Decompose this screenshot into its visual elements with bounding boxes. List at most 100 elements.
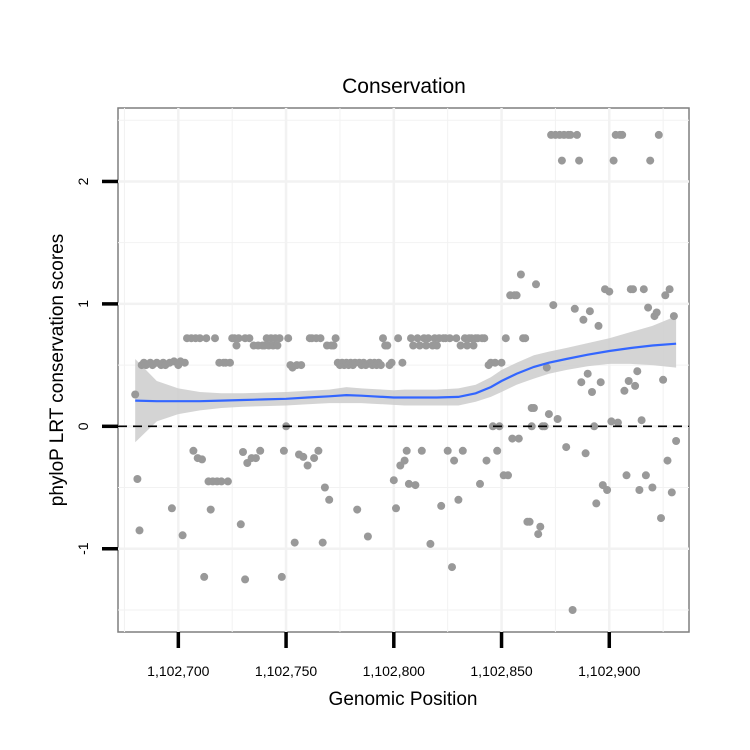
data-point	[443, 446, 452, 455]
data-point	[133, 475, 142, 483]
data-point	[202, 334, 211, 343]
data-point	[211, 334, 219, 343]
data-point	[575, 156, 584, 165]
data-points	[131, 130, 681, 614]
x-axis: 1,102,700 1,102,750 1,102,800 1,102,850 1,10…	[147, 632, 641, 679]
data-point	[581, 449, 590, 458]
data-point	[641, 471, 650, 480]
chart-title: Conservation	[342, 75, 466, 98]
data-point	[577, 378, 586, 387]
data-point	[178, 531, 187, 540]
data-point	[631, 381, 640, 390]
data-point	[639, 285, 648, 294]
data-point	[404, 479, 413, 488]
data-point	[454, 495, 463, 504]
data-point	[534, 530, 543, 539]
y-tick-label: 2	[75, 177, 91, 185]
data-point	[514, 434, 523, 443]
y-tick-label: -1	[75, 542, 91, 555]
data-point	[476, 479, 484, 488]
data-point	[232, 341, 241, 350]
data-point	[226, 358, 234, 367]
data-point	[497, 358, 506, 367]
smooth-line-group	[135, 342, 677, 403]
data-point	[544, 410, 553, 419]
data-point	[665, 285, 674, 294]
data-point	[325, 495, 334, 504]
data-point	[469, 341, 478, 350]
data-point	[376, 361, 385, 370]
data-point	[131, 390, 140, 399]
data-point	[394, 334, 403, 343]
data-point	[415, 341, 424, 350]
data-point	[316, 334, 325, 343]
data-point	[273, 341, 282, 350]
data-point	[256, 446, 265, 455]
data-point	[542, 363, 551, 372]
data-point	[458, 446, 467, 455]
data-point	[383, 341, 392, 350]
data-point	[409, 341, 418, 350]
data-point	[669, 312, 678, 321]
data-point	[491, 358, 500, 367]
data-point	[590, 422, 599, 431]
data-point	[596, 378, 605, 387]
data-point	[594, 321, 603, 330]
data-point	[504, 471, 512, 480]
data-point	[452, 334, 461, 343]
data-point	[284, 334, 293, 343]
data-point	[579, 315, 588, 324]
data-point	[297, 361, 306, 370]
data-point	[661, 291, 670, 300]
data-point	[448, 563, 456, 572]
data-point	[603, 486, 612, 494]
data-point	[536, 522, 545, 531]
data-point	[553, 415, 562, 423]
data-point	[456, 341, 465, 350]
data-point	[198, 455, 206, 464]
data-point	[521, 334, 530, 343]
data-point	[411, 481, 420, 490]
x-tick-label: 1,102,850	[470, 663, 532, 679]
data-point	[657, 514, 665, 523]
data-point	[195, 334, 204, 343]
data-point	[379, 334, 387, 343]
data-point	[607, 417, 616, 426]
data-point	[422, 341, 431, 350]
data-point	[413, 334, 422, 343]
data-point	[501, 334, 510, 343]
x-tick-label: 1,102,750	[255, 663, 317, 679]
data-point	[562, 443, 571, 452]
data-point	[480, 334, 489, 343]
data-point	[363, 532, 372, 541]
data-point	[398, 358, 407, 367]
data-point	[667, 488, 676, 497]
data-point	[318, 538, 327, 547]
data-point	[624, 377, 633, 385]
data-point	[320, 483, 329, 492]
data-point	[629, 285, 637, 294]
data-point	[251, 454, 260, 463]
data-point	[463, 341, 472, 350]
data-point	[407, 334, 415, 343]
data-point	[516, 270, 525, 279]
data-point	[389, 476, 398, 485]
data-point	[508, 434, 517, 443]
data-point	[549, 301, 558, 310]
smooth-line	[135, 342, 677, 403]
data-point	[566, 130, 575, 139]
x-tick-label: 1,102,900	[578, 663, 640, 679]
data-point	[234, 334, 243, 343]
data-point	[568, 606, 577, 614]
data-point	[646, 156, 655, 165]
data-point	[450, 456, 459, 465]
x-axis-title: Genomic Position	[329, 689, 478, 710]
data-point	[310, 454, 319, 463]
data-point	[200, 572, 209, 581]
data-point	[573, 130, 581, 139]
data-point	[585, 307, 594, 316]
data-point	[605, 287, 614, 296]
data-point	[637, 416, 646, 425]
data-point	[618, 130, 627, 139]
